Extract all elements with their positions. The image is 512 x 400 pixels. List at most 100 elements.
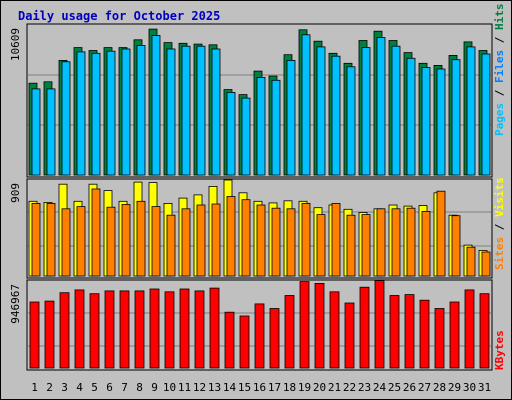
bar-sites-day-16 [256,204,266,277]
bar-kbytes-day-20 [314,282,325,369]
bar-sites-day-7 [121,204,131,277]
bar-files-day-12 [196,45,206,176]
bar-kbytes-day-6 [104,290,115,369]
bar-files-day-9 [151,35,161,176]
legend-files: Files [493,50,506,83]
bar-files-day-20 [316,46,326,176]
legend-separator: / [493,30,506,50]
bar-sites-day-3 [61,208,71,277]
x-label-day-16: 16 [253,381,266,394]
x-label-day-22: 22 [343,381,356,394]
bar-sites-day-1 [31,202,41,277]
legend-pages: Pages [493,103,506,136]
x-label-day-29: 29 [448,381,461,394]
bar-files-day-28 [436,68,446,176]
x-label-day-27: 27 [418,381,431,394]
x-label-day-9: 9 [151,381,158,394]
bar-files-day-14 [226,92,236,176]
bar-sites-day-12 [196,204,206,277]
bar-kbytes-day-24 [374,280,385,369]
bar-kbytes-day-15 [239,315,250,369]
bar-sites-day-22 [346,214,356,277]
x-label-day-28: 28 [433,381,446,394]
bar-kbytes-day-8 [134,290,145,369]
x-label-day-19: 19 [298,381,311,394]
x-label-day-2: 2 [46,381,53,394]
bar-sites-day-5 [91,188,101,277]
bar-kbytes-day-7 [119,290,130,369]
bar-files-day-24 [376,37,386,176]
bar-sites-day-11 [181,208,191,277]
bar-files-day-10 [166,48,176,176]
x-label-day-25: 25 [388,381,401,394]
bar-files-day-13 [211,48,221,176]
bar-kbytes-day-28 [434,308,445,369]
bar-files-day-31 [481,53,491,176]
bar-files-day-16 [256,77,266,176]
x-label-day-18: 18 [283,381,296,394]
x-label-day-1: 1 [31,381,38,394]
bar-sites-day-28 [436,190,446,277]
bar-sites-day-17 [271,207,281,277]
x-label-day-4: 4 [76,381,83,394]
bar-files-day-7 [121,48,131,176]
x-label-day-17: 17 [268,381,281,394]
bar-sites-day-9 [151,206,161,277]
bar-kbytes-day-3 [59,292,70,369]
bar-kbytes-day-11 [179,288,190,369]
bar-sites-day-15 [241,199,251,277]
legend-sites: Sites [493,237,506,270]
bar-files-day-21 [331,55,341,176]
bar-files-day-3 [61,61,71,176]
bar-sites-day-31 [481,251,491,277]
x-label-day-7: 7 [121,381,128,394]
bars [28,28,491,369]
x-label-day-6: 6 [106,381,113,394]
bar-kbytes-day-16 [254,303,265,369]
bar-files-day-6 [106,50,116,176]
bar-sites-day-8 [136,200,146,277]
bar-kbytes-day-22 [344,302,355,369]
x-label-day-20: 20 [313,381,326,394]
bar-kbytes-day-2 [44,300,55,369]
x-label-day-10: 10 [163,381,176,394]
bar-files-day-30 [466,46,476,176]
bar-sites-day-23 [361,214,371,277]
bar-sites-day-29 [451,215,461,277]
bar-kbytes-day-9 [149,288,160,369]
bar-files-day-25 [391,45,401,176]
x-label-day-23: 23 [358,381,371,394]
bar-kbytes-day-13 [209,287,220,369]
x-axis-labels: 1 2 3 4 5 6 7 8 9 10 11 12 13 14 15 16 17 18 19 20 21 22 23 24 2… [31,381,491,394]
legend-visits: Visits [493,177,506,217]
bar-files-day-18 [286,60,296,176]
bar-kbytes-day-19 [299,281,310,369]
bar-kbytes-day-14 [224,311,235,369]
x-label-day-31: 31 [478,381,491,394]
x-label-day-26: 26 [403,381,416,394]
x-label-day-8: 8 [136,381,143,394]
x-label-day-12: 12 [193,381,206,394]
x-label-day-11: 11 [178,381,191,394]
bar-kbytes-day-5 [89,293,100,369]
bar-kbytes-day-31 [479,293,490,369]
bar-sites-day-18 [286,208,296,277]
bar-sites-day-21 [331,202,341,277]
x-label-day-14: 14 [223,381,237,394]
bar-files-day-29 [451,59,461,176]
bar-sites-day-2 [46,202,56,277]
legend-separator: / [493,217,506,237]
legend-hits: Hits [493,4,506,31]
bar-kbytes-day-17 [269,308,280,369]
bar-kbytes-day-23 [359,286,370,369]
bar-sites-day-6 [106,206,116,277]
bar-files-day-11 [181,45,191,176]
bar-files-day-4 [76,51,86,176]
x-label-day-13: 13 [208,381,221,394]
bar-files-day-15 [241,97,251,176]
bar-kbytes-day-30 [464,289,475,369]
bar-sites-day-25 [391,208,401,277]
bar-kbytes-day-27 [419,299,430,369]
x-label-day-21: 21 [328,381,341,394]
